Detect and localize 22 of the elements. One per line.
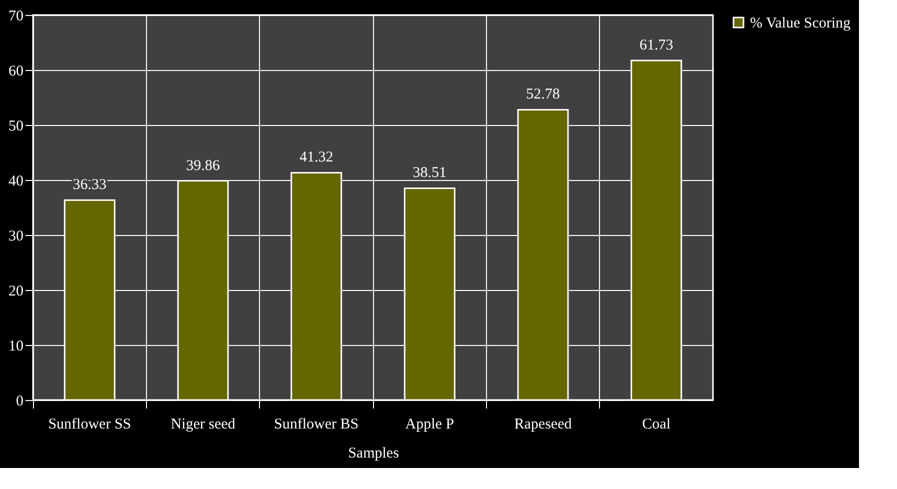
- data-label: 61.73: [639, 37, 674, 54]
- legend-label: % Value Scoring: [750, 16, 852, 32]
- y-tick-label: 50: [8, 118, 24, 134]
- x-tick-label: Apple P: [405, 416, 454, 432]
- data-label: 39.86: [186, 158, 220, 174]
- x-axis-title: Samples: [348, 446, 400, 462]
- data-label: 41.32: [299, 150, 334, 166]
- y-tick-label: 0: [16, 394, 24, 410]
- x-tick-label: Sunflower SS: [48, 416, 132, 432]
- y-tick-label: 20: [8, 284, 24, 300]
- y-tick-label: 30: [8, 228, 24, 244]
- data-label: 52.78: [526, 86, 560, 103]
- data-label: 38.51: [412, 165, 447, 182]
- y-tick-label: 40: [8, 174, 24, 190]
- x-tick-label: Rapeseed: [514, 416, 572, 432]
- y-tick-label: 70: [8, 8, 24, 24]
- x-tick-label: Coal: [642, 416, 671, 432]
- x-tick-label: Niger seed: [170, 416, 236, 432]
- data-label: 36.33: [72, 177, 107, 194]
- x-tick-label: Sunflower BS: [274, 416, 359, 432]
- y-tick-label: 60: [8, 64, 24, 80]
- y-tick-label: 10: [8, 338, 24, 354]
